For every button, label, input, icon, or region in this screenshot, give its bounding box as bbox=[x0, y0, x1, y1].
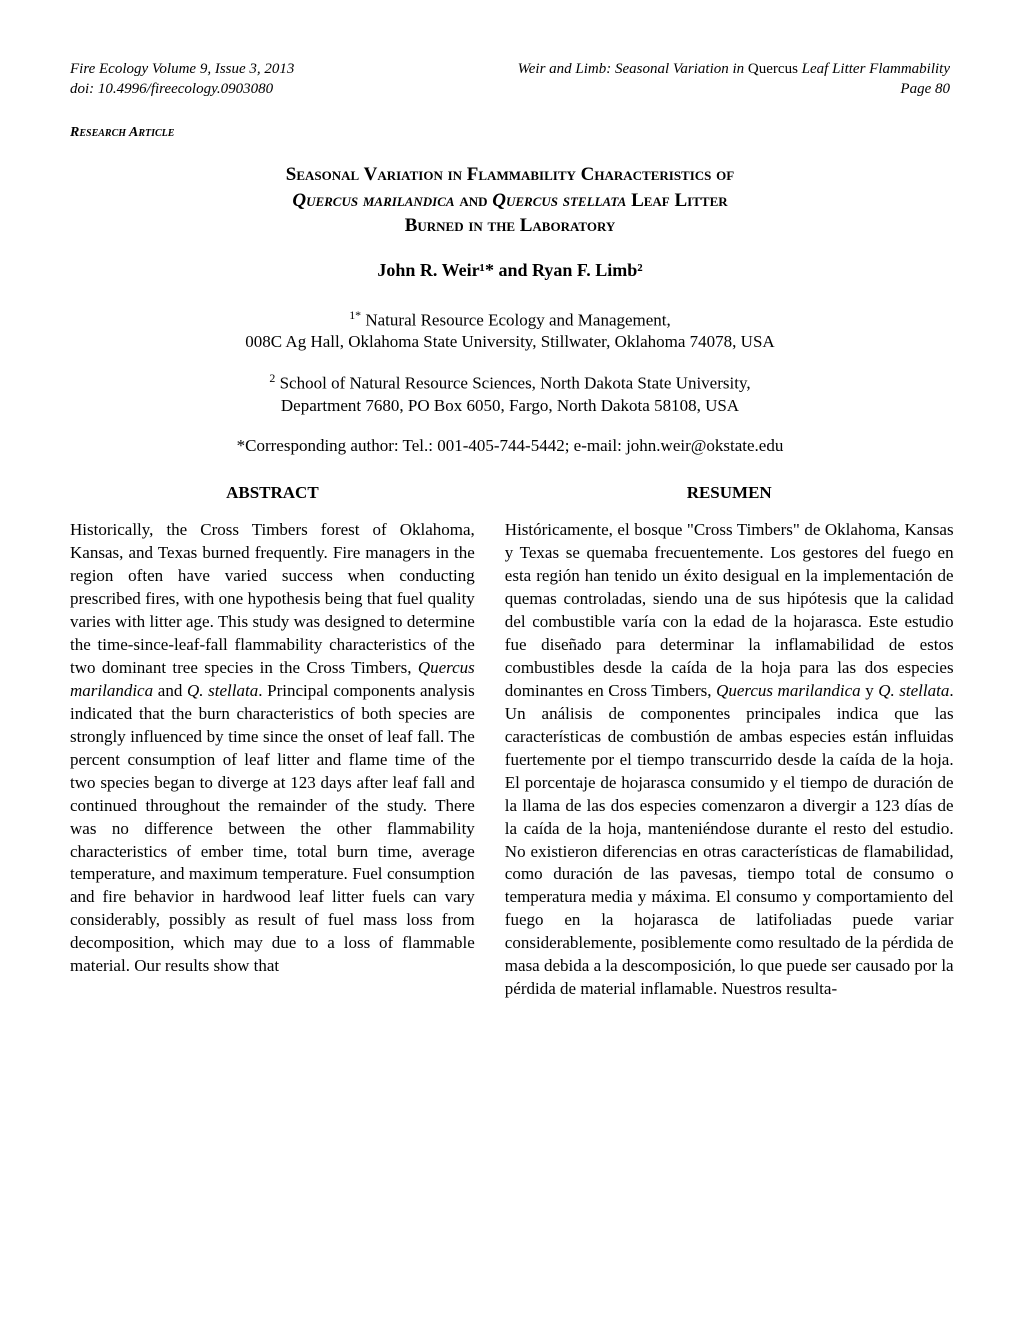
affiliation-2: 2 School of Natural Resource Sciences, N… bbox=[70, 371, 950, 417]
article-type: Research Article bbox=[70, 124, 950, 142]
abstract-text: Historically, the Cross Timbers forest o… bbox=[70, 519, 475, 978]
resumen-part1: Históricamente, el bosque "Cross Timbers… bbox=[505, 520, 954, 700]
article-title: Seasonal Variation in Flammability Chara… bbox=[130, 162, 890, 239]
page-number: Page 80 bbox=[518, 80, 950, 100]
journal-info: Fire Ecology Volume 9, Issue 3, 2013 bbox=[70, 60, 294, 80]
running-header: Fire Ecology Volume 9, Issue 3, 2013 doi… bbox=[70, 60, 950, 99]
abstract-heading: ABSTRACT bbox=[70, 482, 475, 504]
affiliation-2-line2: Department 7680, PO Box 6050, Fargo, Nor… bbox=[281, 396, 739, 415]
abstract-part1: Historically, the Cross Timbers forest o… bbox=[70, 520, 475, 677]
abstract-column: ABSTRACT Historically, the Cross Timbers… bbox=[70, 482, 475, 1001]
running-title-prefix: Weir and Limb: Seasonal Variation in bbox=[518, 61, 748, 77]
resumen-part2: y bbox=[861, 681, 879, 700]
resumen-part3: . Un análisis de componentes principales… bbox=[505, 681, 954, 998]
affiliation-2-line1: School of Natural Resource Sciences, Nor… bbox=[275, 374, 750, 393]
header-left: Fire Ecology Volume 9, Issue 3, 2013 doi… bbox=[70, 60, 294, 99]
title-line1: Seasonal Variation in Flammability Chara… bbox=[286, 164, 734, 185]
title-mid: and bbox=[455, 190, 493, 211]
corresponding-author: *Corresponding author: Tel.: 001-405-744… bbox=[70, 435, 950, 457]
resumen-species1: Quercus marilandica bbox=[716, 681, 861, 700]
title-species1: Quercus marilandica bbox=[292, 190, 454, 211]
abstract-part2: and bbox=[153, 681, 187, 700]
running-title-genus: Quercus bbox=[748, 61, 798, 77]
resumen-heading: RESUMEN bbox=[505, 482, 954, 504]
running-title: Weir and Limb: Seasonal Variation in Que… bbox=[518, 60, 950, 80]
title-line3: Burned in the Laboratory bbox=[405, 215, 616, 236]
abstract-part3: . Principal components analysis indicate… bbox=[70, 681, 475, 975]
resumen-column: RESUMEN Históricamente, el bosque "Cross… bbox=[505, 482, 954, 1001]
affiliation-1-line1: Natural Resource Ecology and Management, bbox=[361, 310, 671, 329]
doi: doi: 10.4996/fireecology.0903080 bbox=[70, 80, 294, 100]
affiliation-1-line2: 008C Ag Hall, Oklahoma State University,… bbox=[245, 332, 774, 351]
header-right: Weir and Limb: Seasonal Variation in Que… bbox=[518, 60, 950, 99]
running-title-suffix: Leaf Litter Flammability bbox=[798, 61, 950, 77]
resumen-species2: Q. stellata bbox=[878, 681, 949, 700]
affiliation-1-sup: 1* bbox=[349, 308, 361, 322]
title-species2: Quercus stellata bbox=[492, 190, 626, 211]
abstract-columns: ABSTRACT Historically, the Cross Timbers… bbox=[70, 482, 950, 1001]
title-end: Leaf Litter bbox=[626, 190, 727, 211]
abstract-species2: Q. stellata bbox=[187, 681, 258, 700]
authors: John R. Weir¹* and Ryan F. Limb² bbox=[70, 259, 950, 282]
affiliation-1: 1* Natural Resource Ecology and Manageme… bbox=[70, 308, 950, 354]
resumen-text: Históricamente, el bosque "Cross Timbers… bbox=[505, 519, 954, 1001]
